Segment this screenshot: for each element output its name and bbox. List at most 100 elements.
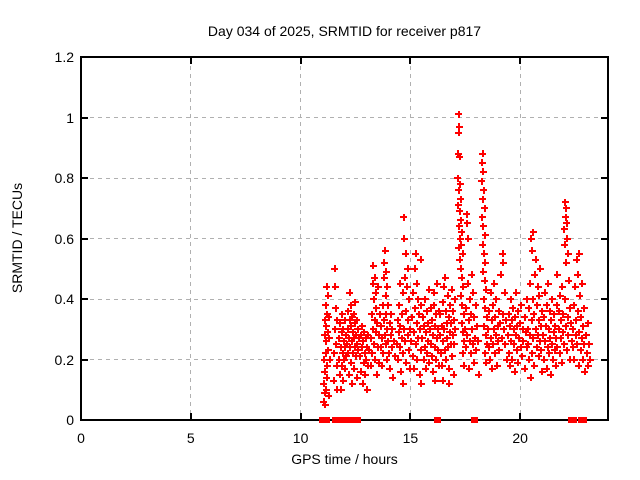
data-point [572, 331, 579, 339]
data-point [368, 310, 376, 318]
data-point [367, 334, 375, 342]
data-point [389, 374, 397, 382]
data-point [563, 219, 571, 227]
data-point [449, 331, 457, 339]
data-point [379, 301, 387, 309]
data-point [378, 334, 386, 342]
data-point [450, 340, 458, 348]
data-point [543, 365, 551, 373]
data-point [564, 313, 572, 321]
data-point [532, 256, 540, 264]
data-point [580, 340, 588, 348]
y-tick-left [82, 358, 88, 361]
x-tick-bottom [409, 413, 412, 419]
data-point [550, 328, 558, 336]
data-point [471, 334, 479, 342]
data-point [538, 368, 546, 376]
data-point [443, 334, 451, 342]
data-point [570, 356, 578, 363]
data-point [402, 250, 410, 258]
data-point [454, 201, 462, 209]
data-point [479, 195, 487, 203]
zero-value-marker [349, 417, 356, 423]
y-tick-left [82, 177, 88, 179]
data-point [459, 283, 467, 291]
data-point [456, 207, 464, 215]
data-point [422, 365, 430, 373]
data-point [398, 310, 406, 318]
data-point [521, 365, 529, 373]
data-point [404, 265, 412, 273]
data-point [469, 340, 477, 348]
data-point [370, 295, 378, 303]
data-point [320, 356, 328, 363]
data-point [403, 283, 411, 291]
data-point [484, 325, 492, 333]
data-point [463, 219, 471, 227]
data-point [461, 325, 469, 333]
data-point [488, 316, 496, 324]
data-point [576, 292, 584, 300]
x-tick-label: 20 [512, 430, 528, 446]
data-point [446, 301, 454, 309]
data-point [322, 301, 330, 309]
x-axis-label: GPS time / hours [291, 451, 398, 467]
data-point [465, 365, 473, 373]
zero-value-marker [472, 417, 479, 423]
data-point [566, 304, 574, 312]
data-point [579, 356, 587, 363]
data-point [535, 316, 543, 324]
data-point [464, 280, 472, 288]
data-point [415, 310, 423, 318]
data-point [382, 292, 390, 300]
data-point [411, 265, 419, 273]
data-point [515, 334, 523, 342]
data-point [361, 349, 369, 357]
data-point [429, 331, 437, 339]
data-point [495, 307, 503, 315]
data-point [348, 313, 356, 321]
data-point [481, 277, 489, 285]
data-point [547, 371, 555, 379]
data-point [450, 371, 458, 379]
data-point [430, 301, 438, 309]
data-point [494, 322, 502, 330]
data-point [529, 295, 537, 303]
data-point [568, 337, 576, 345]
x-tick-bottom [299, 413, 302, 419]
data-point [430, 289, 438, 297]
data-point [555, 307, 563, 315]
data-point [418, 334, 426, 342]
data-point [572, 316, 580, 324]
data-point [325, 392, 333, 400]
data-point [423, 349, 431, 357]
data-point [519, 325, 527, 333]
data-point [528, 247, 536, 255]
data-point [536, 337, 544, 345]
data-point [390, 337, 398, 345]
data-point [385, 349, 393, 357]
data-point [513, 346, 521, 354]
data-point [505, 310, 513, 318]
data-point [351, 298, 359, 306]
data-point [508, 356, 516, 363]
data-point [546, 307, 554, 315]
data-point [518, 352, 526, 360]
data-point [502, 316, 510, 324]
data-point [445, 365, 453, 373]
data-point [369, 280, 377, 288]
data-point [573, 256, 581, 264]
data-point [344, 307, 352, 315]
data-point [338, 328, 346, 336]
data-point [513, 322, 521, 330]
data-point [460, 310, 467, 318]
data-point [333, 316, 341, 324]
data-point [353, 340, 361, 348]
data-point [340, 337, 348, 345]
data-point [561, 198, 569, 206]
data-point [499, 310, 507, 318]
data-point [491, 313, 499, 321]
data-point [478, 213, 486, 221]
data-point [373, 371, 381, 379]
data-point [524, 325, 532, 333]
